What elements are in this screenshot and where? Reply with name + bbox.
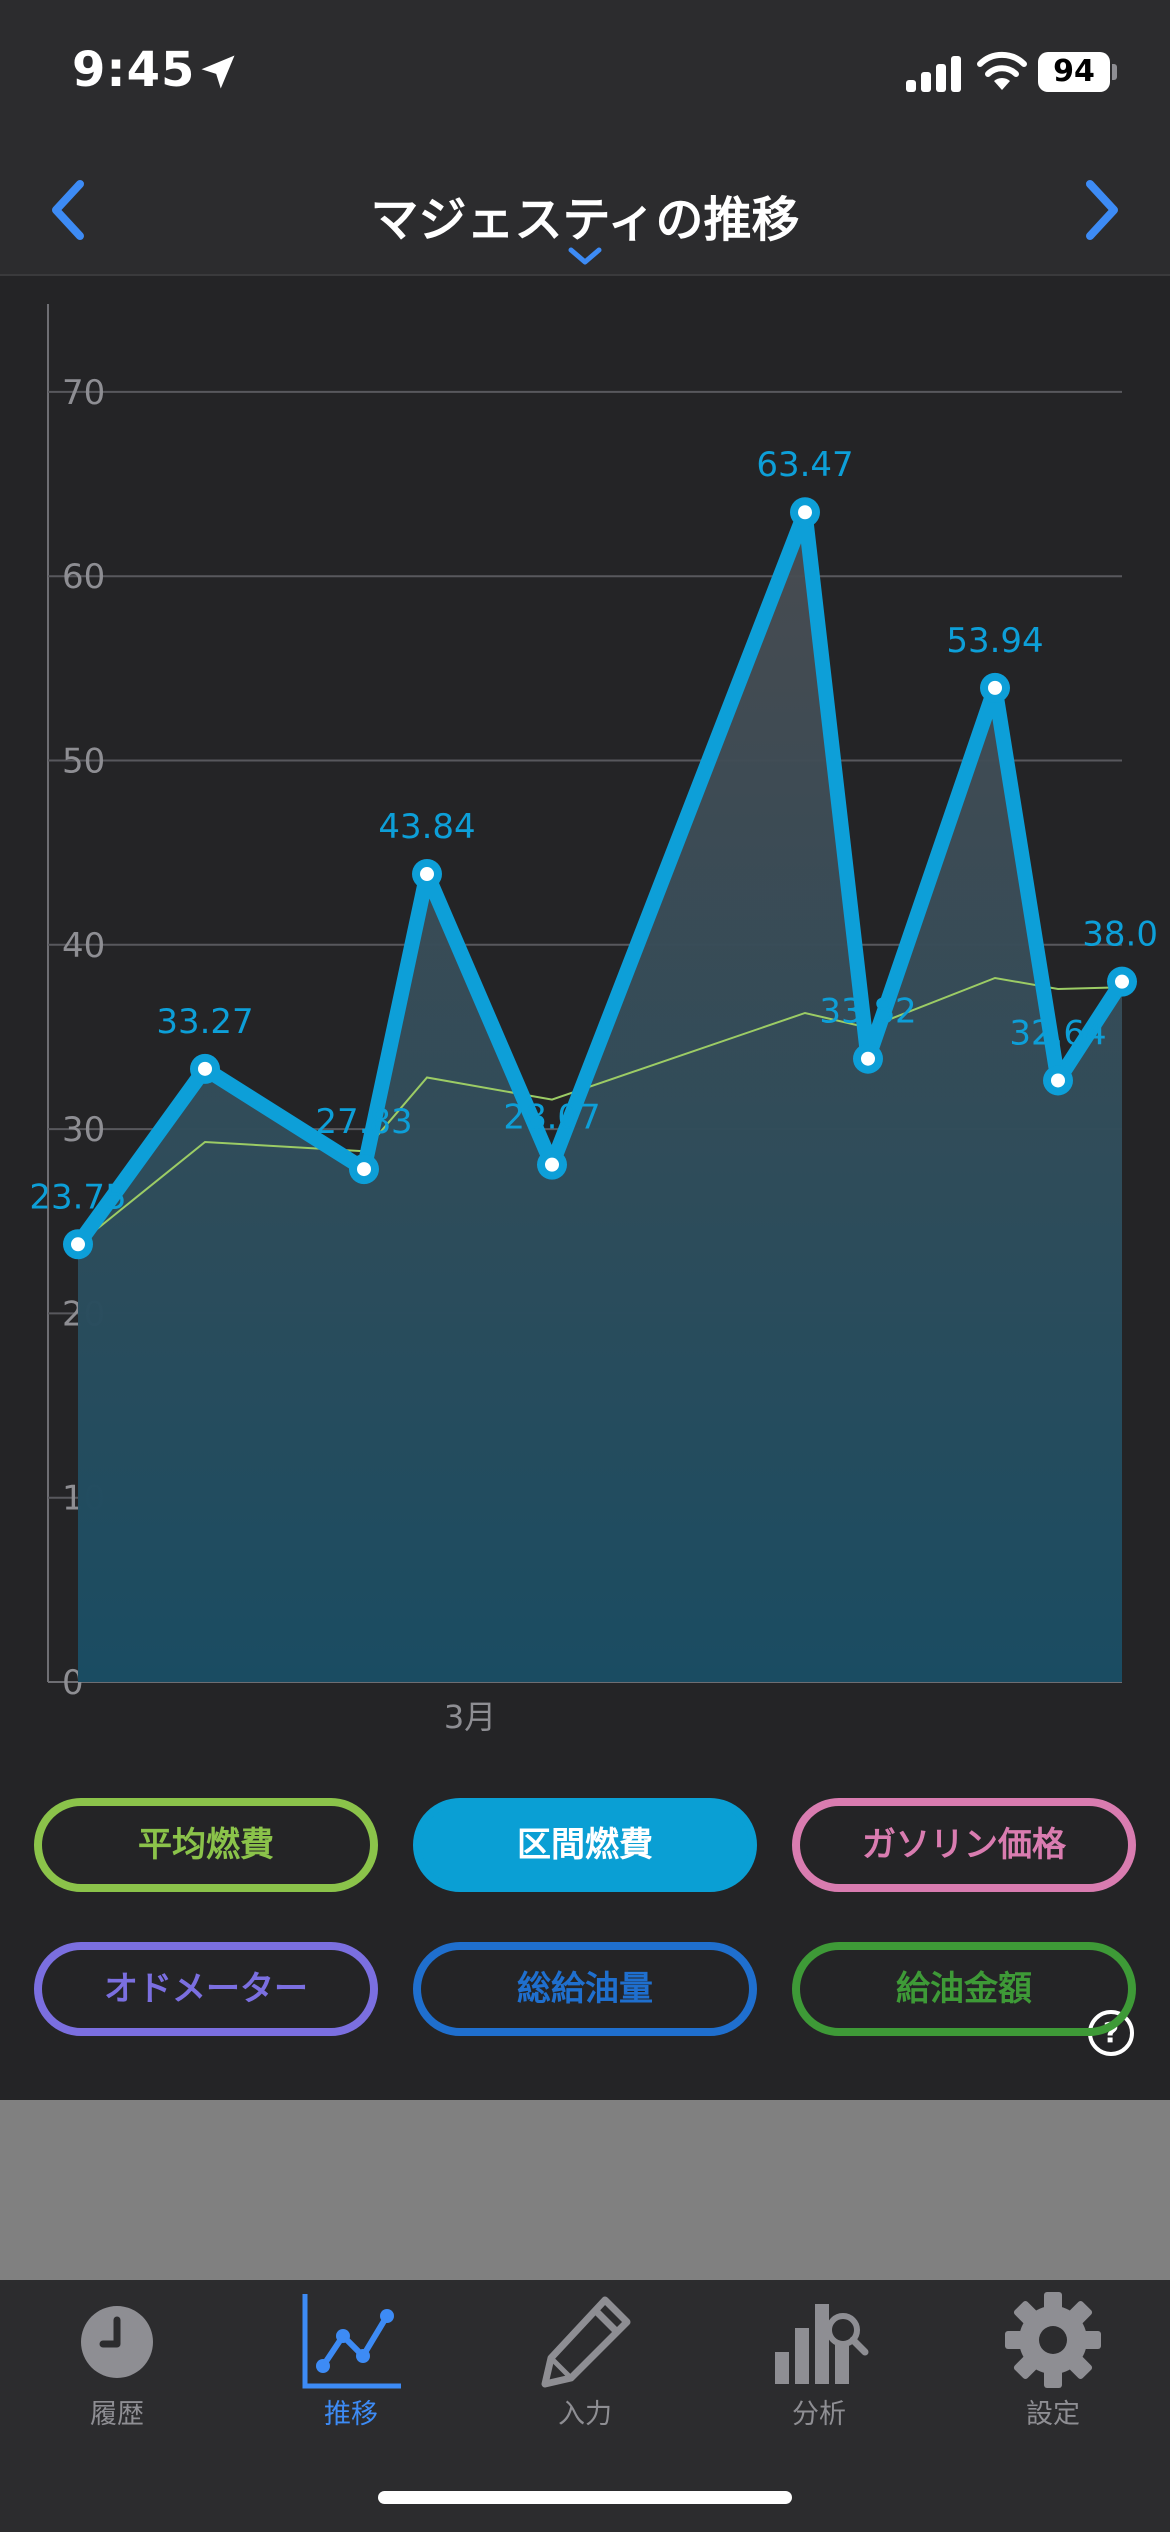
- data-label: 33.82: [819, 992, 916, 1032]
- tab-input[interactable]: 入力: [468, 2280, 702, 2460]
- data-point: [357, 1162, 371, 1177]
- tab-history-label: 履歴: [90, 2399, 144, 2430]
- data-point: [545, 1157, 559, 1172]
- x-tick-label: 3月: [444, 1698, 496, 1736]
- y-tick-label: 30: [62, 1110, 105, 1150]
- tab-bar: 履歴 推移 入力 分析: [0, 2280, 1170, 2532]
- clock-icon: [81, 2306, 153, 2378]
- odometer-button[interactable]: オドメーター: [34, 1942, 378, 2036]
- gasoline-price-button[interactable]: ガソリン価格: [792, 1798, 1136, 1892]
- page-title[interactable]: マジェスティの推移: [370, 192, 800, 248]
- status-time: 9:45: [72, 42, 196, 98]
- line-chart-icon: [302, 2294, 401, 2389]
- data-point: [861, 1051, 875, 1066]
- tab-settings-label: 設定: [1026, 2399, 1080, 2430]
- tab-input-label: 入力: [558, 2399, 612, 2430]
- fuel-economy-chart[interactable]: 0102030405060703月23.7533.2727.8343.8428.…: [0, 276, 1170, 1796]
- chevron-down-icon[interactable]: [567, 244, 603, 268]
- wifi-icon: [977, 51, 1027, 90]
- tab-analysis-label: 分析: [792, 2399, 846, 2430]
- tab-trend[interactable]: 推移: [234, 2280, 468, 2460]
- tab-settings[interactable]: 設定: [936, 2280, 1170, 2460]
- y-tick-label: 70: [62, 373, 105, 413]
- gear-icon: [1005, 2292, 1101, 2388]
- status-bar: 9:45 94: [0, 0, 1170, 140]
- battery-tip: [1112, 64, 1117, 80]
- average-fuel-economy-button[interactable]: 平均燃費: [34, 1798, 378, 1892]
- y-tick-label: 60: [62, 557, 105, 597]
- battery-indicator: 94: [1038, 52, 1110, 92]
- data-label: 28.07: [503, 1098, 600, 1138]
- ad-banner-area: [0, 2100, 1170, 2280]
- bar-chart-search-icon: [775, 2304, 869, 2384]
- main-series-line: [70, 504, 1130, 1252]
- data-label: 63.47: [756, 445, 853, 485]
- data-point: [1115, 974, 1129, 989]
- data-label: 33.27: [156, 1002, 253, 1042]
- refuel-cost-button[interactable]: 給油金額: [792, 1942, 1136, 2036]
- y-tick-label: 40: [62, 926, 105, 966]
- cellular-signal-icon: [906, 56, 961, 92]
- main-series-area: [78, 512, 1122, 1682]
- tab-trend-label: 推移: [324, 2399, 378, 2430]
- data-point: [1051, 1073, 1065, 1088]
- chevron-right-icon[interactable]: [1070, 170, 1130, 250]
- data-label: 23.75: [29, 1177, 126, 1217]
- data-point: [798, 505, 812, 520]
- section-fuel-economy-button[interactable]: 区間燃費: [413, 1798, 757, 1892]
- data-point: [988, 680, 1002, 695]
- location-arrow-icon: [201, 55, 235, 89]
- tab-history[interactable]: 履歴: [0, 2280, 234, 2460]
- data-point: [198, 1061, 212, 1076]
- data-label: 43.84: [378, 807, 475, 847]
- data-label: 38.0: [1082, 915, 1158, 955]
- home-indicator: [378, 2491, 792, 2504]
- y-tick-label: 50: [62, 742, 105, 782]
- data-point: [420, 867, 434, 882]
- chart-panel: 0102030405060703月23.7533.2727.8343.8428.…: [0, 276, 1170, 2100]
- pencil-icon: [541, 2296, 631, 2388]
- tab-analysis[interactable]: 分析: [702, 2280, 936, 2460]
- data-label: 27.83: [315, 1102, 412, 1142]
- navigation-bar: マジェスティの推移: [0, 140, 1170, 276]
- average-series-line: [77, 976, 1123, 1246]
- data-label: 32.64: [1009, 1013, 1106, 1053]
- data-point: [71, 1237, 85, 1252]
- data-label: 53.94: [946, 621, 1043, 661]
- total-refuel-amount-button[interactable]: 総給油量: [413, 1942, 757, 2036]
- chevron-left-icon[interactable]: [40, 170, 100, 250]
